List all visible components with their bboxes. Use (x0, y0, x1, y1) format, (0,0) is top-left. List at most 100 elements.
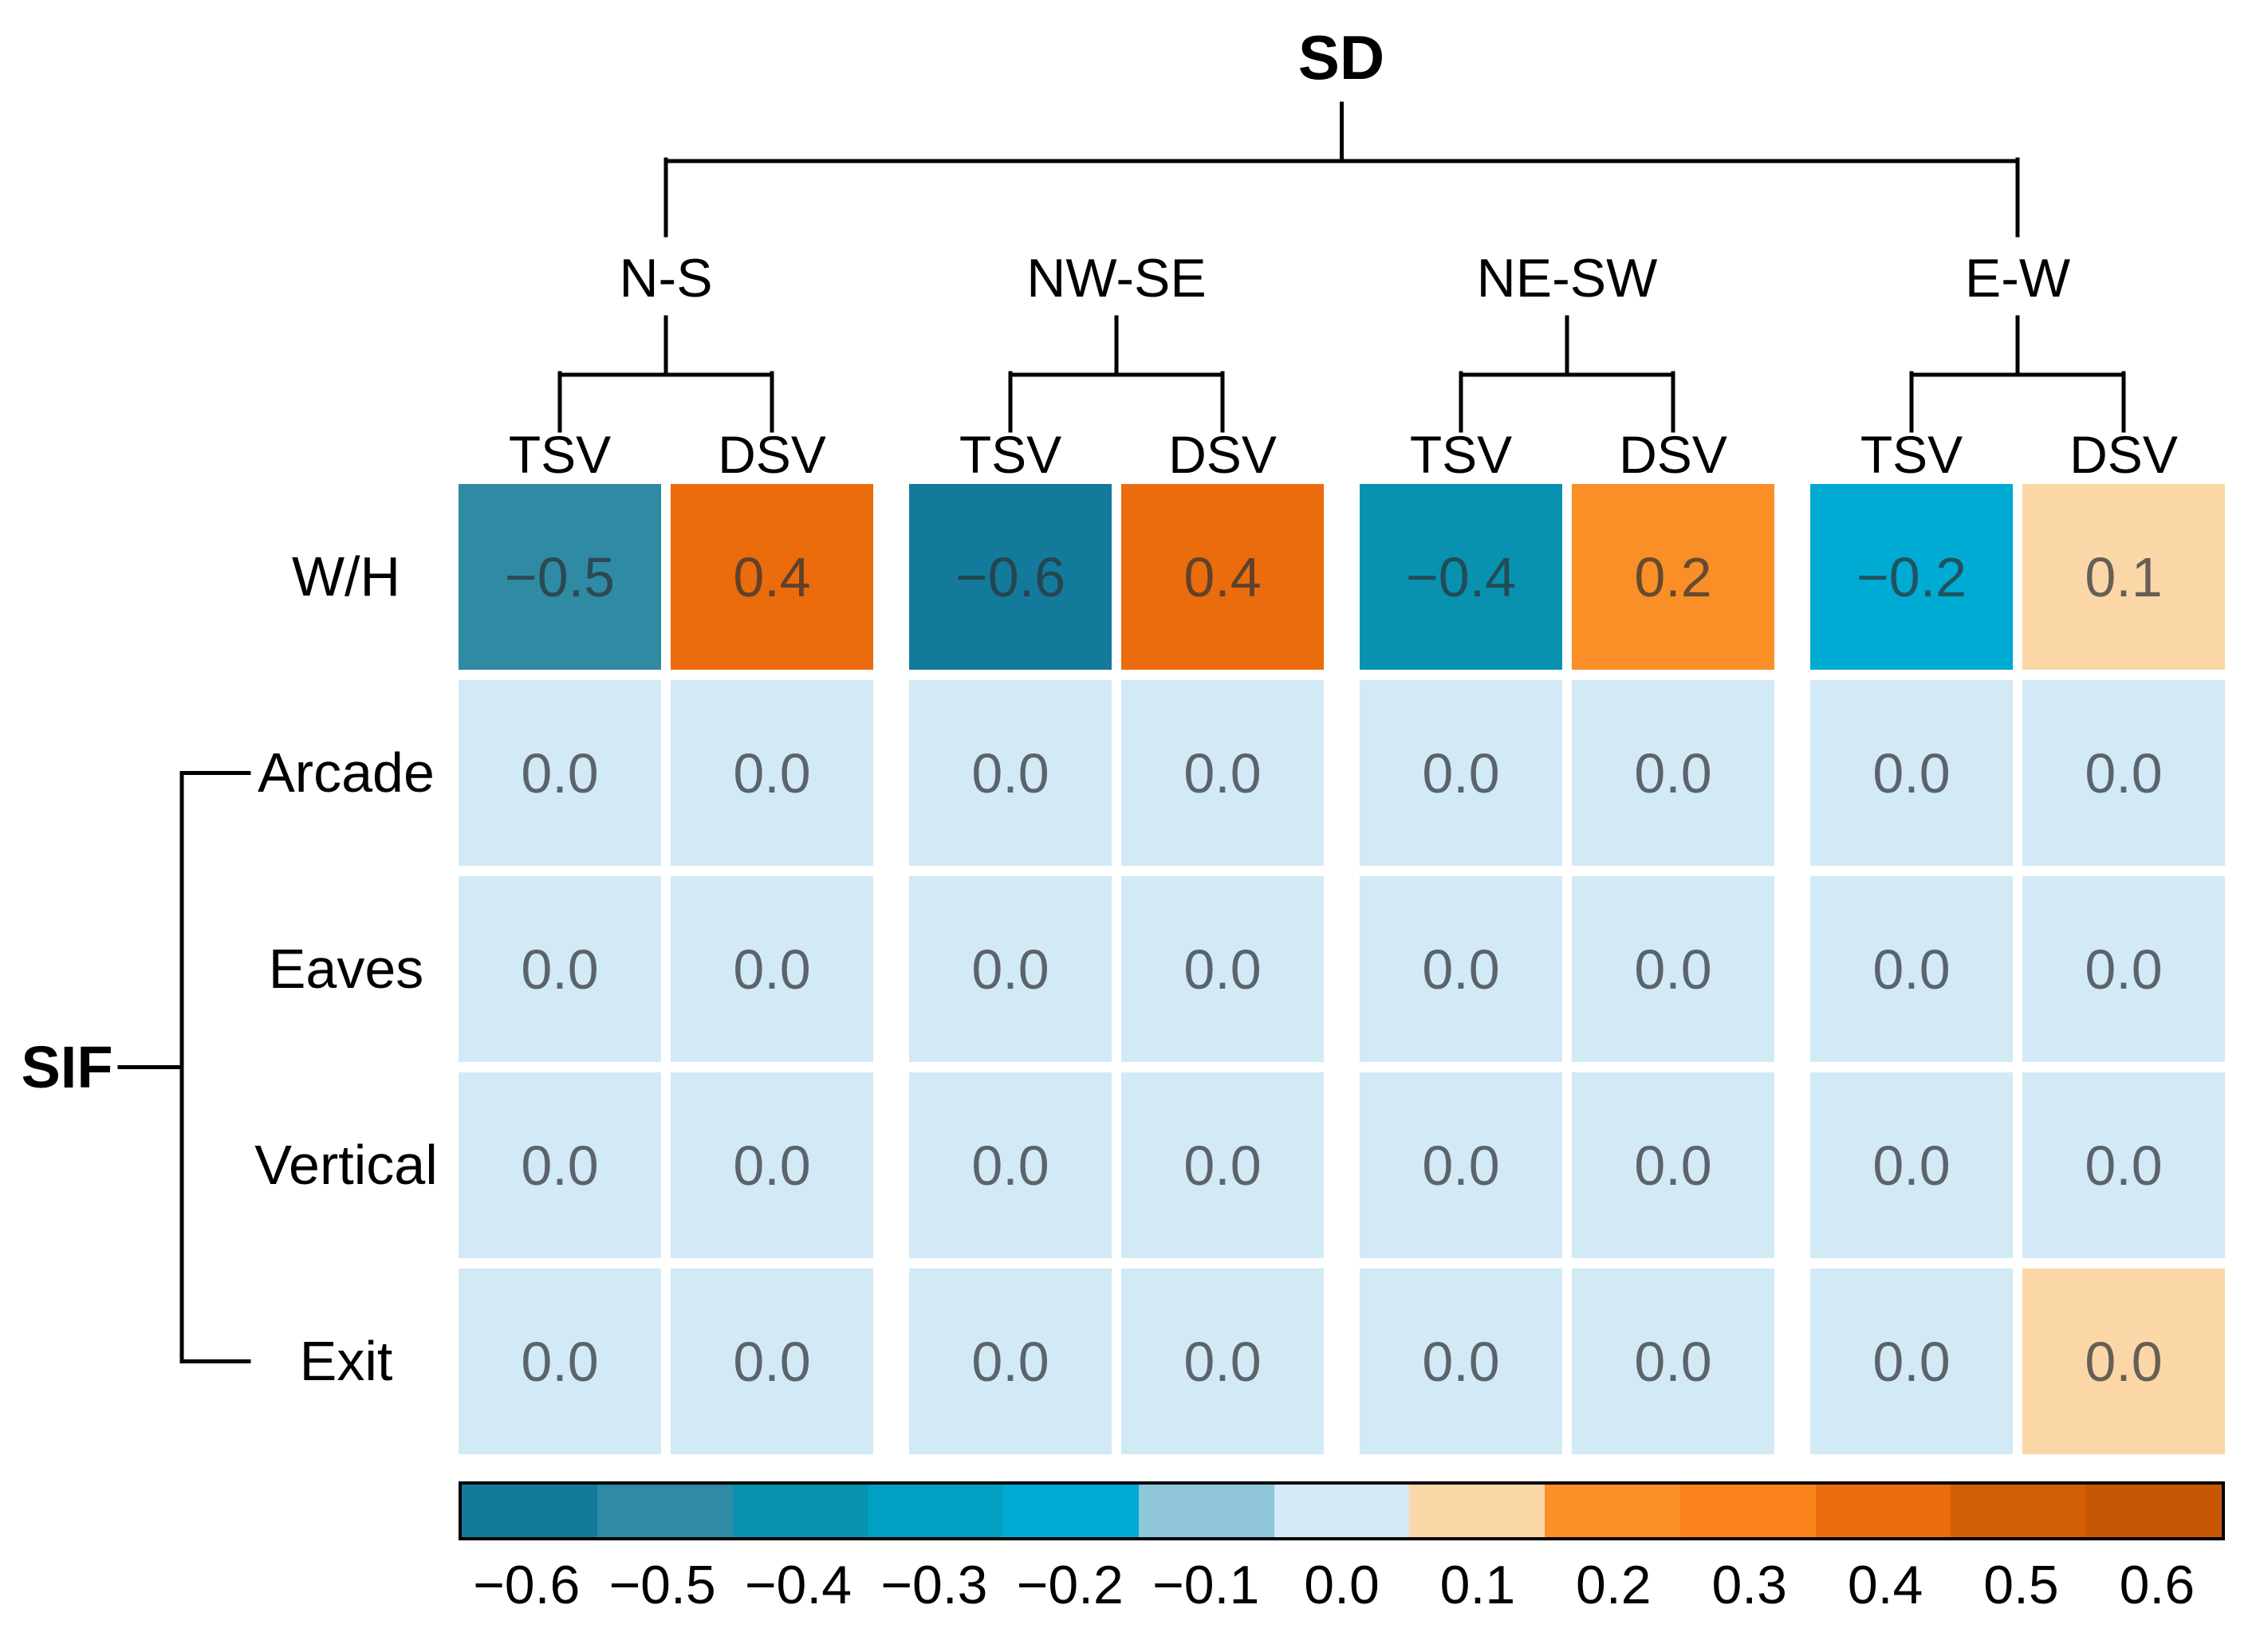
heatmap-row-vertical: 0.0 0.0 0.0 0.0 0.0 0.0 0.0 0.0 (459, 1072, 2225, 1258)
column-sublabel-group: TSV DSV (459, 426, 873, 484)
cell-group: 0.0 0.0 (1810, 680, 2225, 866)
colorbar-tick: −0.6 (473, 1555, 581, 1615)
colorbar-tick: −0.1 (1152, 1555, 1260, 1615)
heatmap-cell: −0.4 (1360, 484, 1562, 670)
row-tree-title: SIF (21, 1034, 113, 1100)
colorbar-segment (1274, 1485, 1410, 1537)
heatmap-cell: 0.0 (671, 680, 873, 866)
heatmap-cell: 0.0 (909, 680, 1112, 866)
colorbar-tick: 0.0 (1304, 1555, 1380, 1615)
column-group-label-nwse: NW-SE (1026, 248, 1207, 309)
column-sublabel-row: TSV DSV TSV DSV TSV DSV TSV DSV (459, 426, 2225, 484)
heatmap-cell: 0.0 (1121, 680, 1324, 866)
heatmap-cell: 0.0 (459, 876, 661, 1062)
colorbar-segment (1138, 1485, 1274, 1537)
column-tree-title: SD (1297, 22, 1385, 92)
colorbar-segment (462, 1485, 597, 1537)
heatmap-row-wh: −0.5 0.4 −0.6 0.4 −0.4 0.2 −0.2 0.1 (459, 484, 2225, 670)
cell-group: −0.2 0.1 (1810, 484, 2225, 670)
colorbar-segment (868, 1485, 1004, 1537)
cell-group: 0.0 0.0 (1810, 1268, 2225, 1454)
column-tree-lines (557, 101, 2126, 433)
row-label-eaves: Eaves (268, 938, 424, 1000)
cell-group: 0.0 0.0 (909, 1268, 1324, 1454)
heatmap-cell: 0.0 (459, 680, 661, 866)
heatmap-cell: 0.0 (909, 1072, 1112, 1258)
heatmap-cell: 0.0 (459, 1072, 661, 1258)
heatmap-cell: 0.1 (2022, 484, 2225, 670)
heatmap-row-arcade: 0.0 0.0 0.0 0.0 0.0 0.0 0.0 0.0 (459, 680, 2225, 866)
cell-group: −0.4 0.2 (1360, 484, 1774, 670)
heatmap-cell: 0.4 (671, 484, 873, 670)
colorbar-segment (2086, 1485, 2222, 1537)
column-sublabel-dsv: DSV (1619, 425, 1727, 484)
cell-group: 0.0 0.0 (909, 876, 1324, 1062)
column-sublabel-tsv: TSV (1860, 425, 1963, 484)
cell-group: 0.0 0.0 (1810, 1072, 2225, 1258)
cell-group: 0.0 0.0 (1360, 1268, 1774, 1454)
colorbar-tick: −0.3 (880, 1555, 988, 1615)
heatmap-cell: 0.0 (1121, 876, 1324, 1062)
heatmap-cell: 0.0 (1360, 1268, 1562, 1454)
heatmap-cell: 0.0 (671, 876, 873, 1062)
heatmap-cell: 0.0 (1360, 876, 1562, 1062)
column-group-label-ns: N-S (619, 248, 713, 309)
heatmap-grid: −0.5 0.4 −0.6 0.4 −0.4 0.2 −0.2 0.1 0.0 … (459, 484, 2225, 1454)
cell-group: 0.0 0.0 (459, 1072, 873, 1258)
cell-group: −0.6 0.4 (909, 484, 1324, 670)
heatmap-cell: 0.2 (1572, 484, 1774, 670)
heatmap-cell: 0.0 (1810, 1268, 2013, 1454)
heatmap-cell: 0.0 (1572, 680, 1774, 866)
colorbar-tick: −0.2 (1016, 1555, 1124, 1615)
column-sublabel-tsv: TSV (508, 425, 612, 484)
cell-group: 0.0 0.0 (1360, 876, 1774, 1062)
heatmap-cell: −0.6 (909, 484, 1112, 670)
colorbar-segment (596, 1485, 733, 1537)
heatmap-cell: −0.5 (459, 484, 661, 670)
column-sublabel-dsv: DSV (2069, 425, 2178, 484)
heatmap-cell: 0.0 (1572, 876, 1774, 1062)
cell-group: 0.0 0.0 (1810, 876, 2225, 1062)
colorbar-tick-row: −0.6 −0.5 −0.4 −0.3 −0.2 −0.1 0.0 0.1 0.… (459, 1553, 2225, 1619)
cell-group: 0.0 0.0 (459, 680, 873, 866)
heatmap-cell: 0.0 (671, 1268, 873, 1454)
heatmap-cell: 0.0 (1810, 680, 2013, 866)
colorbar-tick: 0.3 (1711, 1555, 1787, 1615)
colorbar-segment (1679, 1485, 1816, 1537)
cell-group: 0.0 0.0 (909, 1072, 1324, 1258)
column-sublabel-group: TSV DSV (1810, 426, 2225, 484)
cell-group: 0.0 0.0 (1360, 1072, 1774, 1258)
column-sublabel-group: TSV DSV (1360, 426, 1774, 484)
heatmap-cell: 0.0 (909, 876, 1112, 1062)
heatmap-cell: −0.2 (1810, 484, 2013, 670)
row-tree-lines (117, 771, 251, 1363)
colorbar-tick: 0.4 (1847, 1555, 1923, 1615)
colorbar-segment (1815, 1485, 1951, 1537)
heatmap-cell: 0.0 (1360, 1072, 1562, 1258)
heatmap-cell: 0.0 (459, 1268, 661, 1454)
row-label-vertical: Vertical (254, 1134, 438, 1196)
colorbar-tick: −0.4 (744, 1555, 852, 1615)
heatmap-cell: 0.4 (1121, 484, 1324, 670)
cell-group: 0.0 0.0 (909, 680, 1324, 866)
column-group-label-nesw: NE-SW (1476, 248, 1658, 309)
colorbar-segment (1409, 1485, 1545, 1537)
heatmap-cell: 0.0 (1121, 1268, 1324, 1454)
colorbar (459, 1481, 2225, 1540)
column-sublabel-tsv: TSV (959, 425, 1062, 484)
colorbar-segment (1003, 1485, 1139, 1537)
heatmap-cell: 0.0 (909, 1268, 1112, 1454)
heatmap-cell: 0.0 (1572, 1072, 1774, 1258)
heatmap-cell: 0.0 (1360, 680, 1562, 866)
colorbar-segment (1545, 1485, 1680, 1537)
colorbar-segment (1951, 1485, 2087, 1537)
heatmap-cell: 0.0 (2022, 1072, 2225, 1258)
colorbar-tick: 0.5 (1983, 1555, 2059, 1615)
row-label-wh: W/H (291, 545, 401, 608)
cell-group: 0.0 0.0 (1360, 680, 1774, 866)
cell-group: 0.0 0.0 (459, 1268, 873, 1454)
colorbar-segment (732, 1485, 868, 1537)
column-sublabel-tsv: TSV (1409, 425, 1513, 484)
